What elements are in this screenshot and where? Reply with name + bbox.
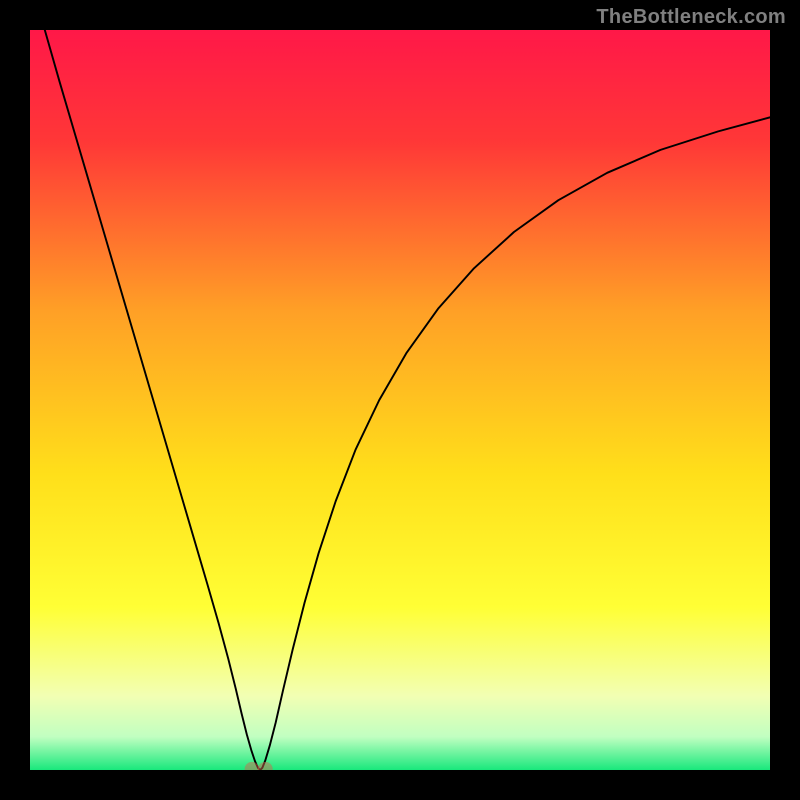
curve-svg [30,30,770,770]
curve-minimum-marker [245,762,260,770]
watermark-text: TheBottleneck.com [596,6,786,29]
markers-group [245,762,273,770]
bottleneck-curve [45,30,770,770]
curve-minimum-marker [258,762,273,770]
chart-plot-area [30,30,770,770]
